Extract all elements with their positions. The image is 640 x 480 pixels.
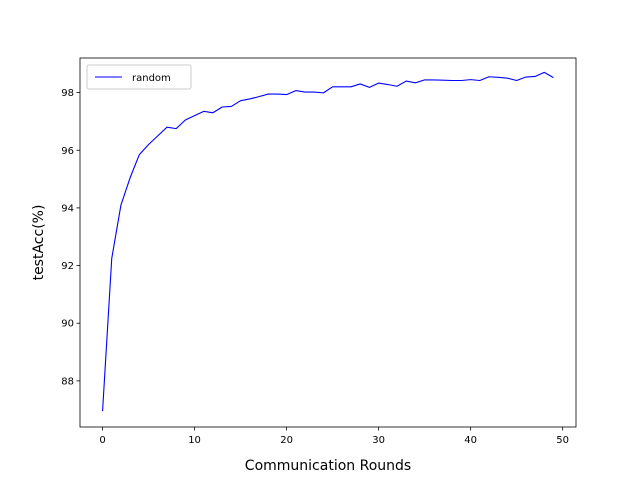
axes-frame bbox=[79, 57, 577, 428]
x-axis-label: Communication Rounds bbox=[245, 458, 411, 474]
x-tick-label: 10 bbox=[188, 435, 201, 446]
y-axis: 88 90 92 94 96 98 bbox=[61, 88, 80, 387]
x-axis: 0 10 20 30 40 50 bbox=[99, 427, 569, 446]
y-tick-label: 90 bbox=[61, 319, 74, 330]
x-tick-label: 50 bbox=[556, 435, 569, 446]
x-tick-label: 40 bbox=[464, 435, 477, 446]
y-tick-label: 96 bbox=[61, 146, 74, 157]
y-tick-label: 94 bbox=[61, 203, 74, 214]
series-line-random bbox=[102, 71, 554, 412]
y-tick-label: 92 bbox=[61, 261, 74, 272]
y-tick-label: 88 bbox=[61, 376, 74, 387]
y-axis-label: testAcc(%) bbox=[31, 205, 47, 281]
legend-label: random bbox=[132, 73, 171, 84]
y-tick-label: 98 bbox=[61, 88, 74, 99]
legend-box bbox=[86, 64, 192, 90]
x-tick-label: 20 bbox=[280, 435, 293, 446]
legend: random bbox=[86, 64, 192, 90]
plot-layer bbox=[102, 71, 554, 412]
x-tick-label: 30 bbox=[372, 435, 385, 446]
x-tick-label: 0 bbox=[99, 435, 105, 446]
